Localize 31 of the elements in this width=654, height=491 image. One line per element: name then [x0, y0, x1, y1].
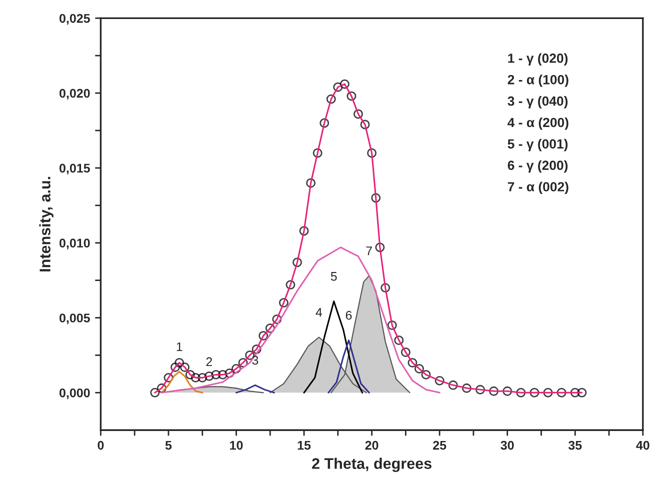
- annotation: 6 - γ (200): [508, 160, 568, 173]
- y-axis-title: Intensity, a.u.: [39, 176, 54, 272]
- x-tick-label: 20: [365, 440, 378, 450]
- annotation: 3: [252, 356, 258, 365]
- x-tick-label: 15: [298, 440, 311, 450]
- y-tick-label: 0,010: [60, 238, 90, 250]
- annotation: 7: [366, 246, 372, 256]
- annotation: 7 - α (002): [508, 182, 568, 194]
- annotation: 4 - α (200): [508, 117, 568, 130]
- annotation: 5: [330, 272, 337, 281]
- x-tick-label: 30: [500, 440, 514, 450]
- x-tick-label: 25: [433, 440, 446, 450]
- y-tick-label: 0,015: [60, 164, 90, 174]
- y-tick-label: 0,005: [60, 314, 90, 324]
- annotation: 1 - γ (020): [508, 53, 568, 66]
- x-tick-label: 40: [636, 440, 650, 450]
- x-tick-label: 10: [230, 440, 243, 450]
- x-tick-label: 0: [98, 440, 104, 450]
- annotation: 5 - γ (001): [508, 138, 568, 152]
- annotation: 4: [316, 308, 322, 317]
- x-tick-label: 35: [568, 440, 582, 450]
- annotation: 2 - α (100): [508, 74, 568, 87]
- y-tick-label: 0,025: [60, 14, 90, 25]
- annotation: 6: [346, 310, 352, 320]
- annotation: 1: [176, 342, 182, 352]
- y-tick-label: 0,020: [60, 88, 90, 100]
- annotation: 3 - γ (040): [508, 96, 568, 108]
- x-tick-label: 5: [165, 440, 172, 450]
- y-tick-label: 0,000: [60, 388, 90, 400]
- x-axis-title: 2 Theta, degrees: [312, 458, 432, 472]
- annotation: 2: [206, 357, 212, 366]
